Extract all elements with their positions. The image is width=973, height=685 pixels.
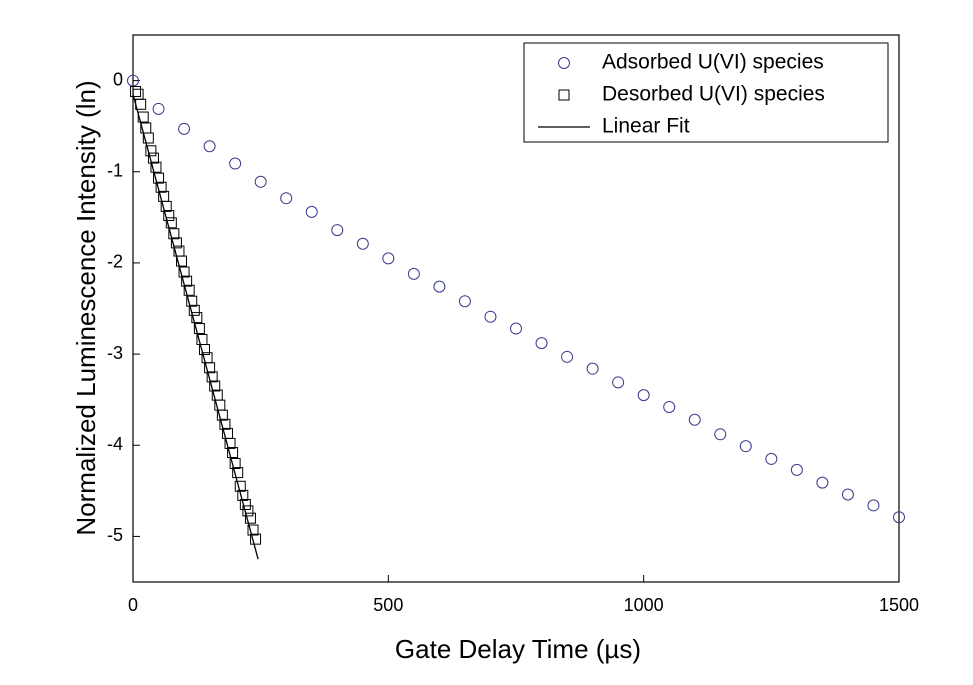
point <box>663 400 676 413</box>
point <box>130 86 142 98</box>
point <box>163 210 175 222</box>
point <box>637 389 650 402</box>
legend-box <box>523 42 889 143</box>
point <box>198 344 210 356</box>
point <box>250 533 262 545</box>
point <box>155 181 167 193</box>
point <box>561 350 574 363</box>
point <box>224 437 236 449</box>
point <box>178 122 191 135</box>
point <box>178 266 190 278</box>
x-tick-label: 1000 <box>624 595 664 615</box>
point <box>254 175 267 188</box>
x-tick-label: 500 <box>373 595 403 615</box>
point <box>206 371 218 383</box>
point <box>227 447 239 459</box>
x-tick-label: 1500 <box>879 595 919 615</box>
y-tick-label: -1 <box>107 161 123 181</box>
legend-label: Desorbed U(VI) species <box>602 83 825 106</box>
point <box>147 152 159 164</box>
point <box>765 452 778 465</box>
point <box>191 312 203 324</box>
y-tick-label: -2 <box>107 252 123 272</box>
point <box>816 476 829 489</box>
plot-frame <box>132 34 900 583</box>
point <box>176 255 188 267</box>
point <box>458 295 471 308</box>
legend-label: Linear Fit <box>602 115 690 138</box>
point <box>145 145 157 157</box>
point <box>183 284 195 296</box>
point <box>153 172 165 184</box>
point <box>841 488 854 501</box>
point <box>234 480 246 492</box>
point <box>150 161 162 173</box>
point <box>170 237 182 249</box>
x-tick-label: 0 <box>128 595 138 615</box>
point <box>203 140 216 153</box>
point <box>219 418 231 430</box>
point <box>152 102 165 115</box>
point <box>331 224 344 237</box>
point <box>867 499 880 512</box>
point <box>188 304 200 316</box>
point <box>193 323 205 335</box>
legend-marker <box>558 57 570 69</box>
point <box>433 280 446 293</box>
point <box>356 237 369 250</box>
point <box>407 267 420 280</box>
point <box>160 200 172 212</box>
point <box>280 192 293 205</box>
point <box>612 376 625 389</box>
point <box>244 512 256 524</box>
legend-marker <box>558 89 570 101</box>
point <box>790 463 803 476</box>
point <box>484 310 497 323</box>
y-tick-label: -4 <box>107 434 123 454</box>
fit-line <box>132 94 259 560</box>
point <box>535 337 548 350</box>
point <box>305 205 318 218</box>
point <box>242 505 254 517</box>
y-tick-label: 0 <box>113 69 123 89</box>
point <box>142 132 154 144</box>
point <box>714 428 727 441</box>
y-tick-label: -5 <box>107 525 123 545</box>
point <box>232 467 244 479</box>
point <box>739 440 752 453</box>
y-tick-label: -3 <box>107 343 123 363</box>
point <box>165 217 177 229</box>
legend-label: Adsorbed U(VI) species <box>602 51 824 74</box>
point <box>137 111 149 123</box>
point <box>229 457 241 469</box>
point <box>229 157 242 170</box>
point <box>382 252 395 265</box>
point <box>209 380 221 392</box>
point <box>247 524 259 536</box>
point <box>893 511 905 524</box>
point <box>216 409 228 421</box>
point <box>688 413 701 426</box>
point <box>586 362 599 375</box>
point <box>237 489 249 501</box>
point <box>204 362 216 374</box>
point <box>186 295 198 307</box>
y-axis-label: Normalized Luminescence Intensity (ln) <box>71 80 101 535</box>
point <box>181 275 193 287</box>
point <box>510 322 522 335</box>
x-axis-label: Gate Delay Time (µs) <box>395 634 641 664</box>
point <box>168 228 180 240</box>
